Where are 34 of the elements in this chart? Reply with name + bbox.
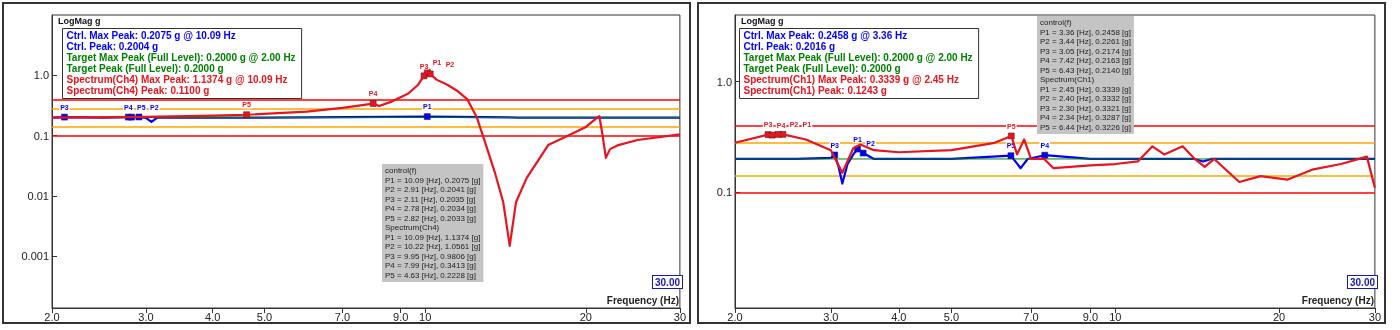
- y-tick-label: 0.01: [27, 190, 49, 203]
- annotation: Ctrl. Max Peak: 0.2075 g @ 10.09 Hz Ctrl. Peak: 0.2004 g Target Max Peak (Full Level): 0.2000 g @ 2.00 Hz Target Peak (Full Level): 0.2000 g Spectrum(Ch4) Max Peak: 1.1374 g @ 10.09 Hz Spectrum(Ch4) Peak: 0.1100 g: [66, 30, 296, 96]
- y-axis-title: LogMag g: [58, 15, 101, 26]
- x-tick-label: 5.0: [256, 310, 273, 323]
- x-tick-label: 5.0: [943, 310, 960, 323]
- y-tick-label: 0.1: [716, 186, 732, 199]
- x-tick-label: 20: [1272, 310, 1286, 323]
- y-tick-label: 1.0: [716, 75, 732, 88]
- x-tick-label: 3.0: [138, 310, 154, 323]
- y-tick-label: 0.1: [33, 129, 49, 142]
- x-tick-label: 4.0: [205, 310, 221, 323]
- x-tick-label: 2.0: [44, 310, 60, 323]
- x-tick-label: 4.0: [891, 310, 907, 323]
- annotation: 30.00: [654, 276, 681, 288]
- y-tick-label: 0.001: [21, 250, 49, 263]
- x-tick-label: 7.0: [1023, 310, 1039, 323]
- x-tick-label: 30: [1368, 310, 1382, 323]
- x-tick-label: 20: [579, 310, 592, 323]
- x-tick-label: 30: [673, 310, 687, 323]
- x-axis-title: Frequency (Hz): [606, 294, 679, 306]
- x-tick-label: 3.0: [823, 310, 839, 323]
- x-tick-label: 10: [1109, 310, 1122, 323]
- text: control(f) P1 = 10.09 [Hz], 0.2075 [g] P2 = 2.91 [Hz], 0.2041 [g] P3 = 2.11 [Hz], 0.2035 [g] P4 = 2.78 [Hz], 0.2034 [g] P5 = 2.82 [Hz], 0.2033 [g] Spectrum(Ch4) P1 = 10.09 [Hz], 1.1374 [g] P2 = 10.22 [Hz], 1.0561 [g] P3 = 9.95 [Hz], 0.9806 [g] P4 = 7.99 [Hz], 0.3413 [g] P5 = 4.63 [Hz], 0.2228 [g]: [385, 166, 481, 280]
- annotation: Ctrl. Max Peak: 0.2458 g @ 3.36 Hz Ctrl. Peak: 0.2016 g Target Max Peak (Full Level): 0.2000 g @ 2.00 Hz Target Peak (Full Level): 0.2000 g Spectrum(Ch1) Max Peak: 0.3339 g @ 2.45 Hz Spectrum(Ch1) Peak: 0.1243 g: [743, 30, 973, 96]
- x-tick-label: 2.0: [727, 310, 743, 323]
- y-tick-label: 1.0: [33, 69, 49, 82]
- annotation: 30.00: [1349, 276, 1376, 288]
- x-axis-title: Frequency (Hz): [1301, 294, 1374, 306]
- x-tick-label: 10: [419, 310, 432, 323]
- x-tick-label: 7.0: [334, 310, 351, 323]
- x-tick-label: 9.0: [1082, 310, 1099, 323]
- y-axis-title: LogMag g: [741, 15, 784, 26]
- text: control(f) P1 = 3.36 [Hz], 0.2458 [g] P2 = 3.44 [Hz], 0.2261 [g] P3 = 3.05 [Hz], 0.2174 [g] P4 = 7.42 [Hz], 0.2163 [g] P5 = 6.43 [Hz], 0.2140 [g] Spectrum(Ch1) P1 = 2.45 [Hz], 0.3339 [g] P2 = 2.40 [Hz], 0.3332 [g] P3 = 2.30 [Hz], 0.3321 [g] P4 = 2.34 [Hz], 0.3287 [g] P5 = 6.44 [Hz], 0.3226 [g]: [1040, 18, 1131, 132]
- x-tick-label: 9.0: [393, 310, 409, 323]
